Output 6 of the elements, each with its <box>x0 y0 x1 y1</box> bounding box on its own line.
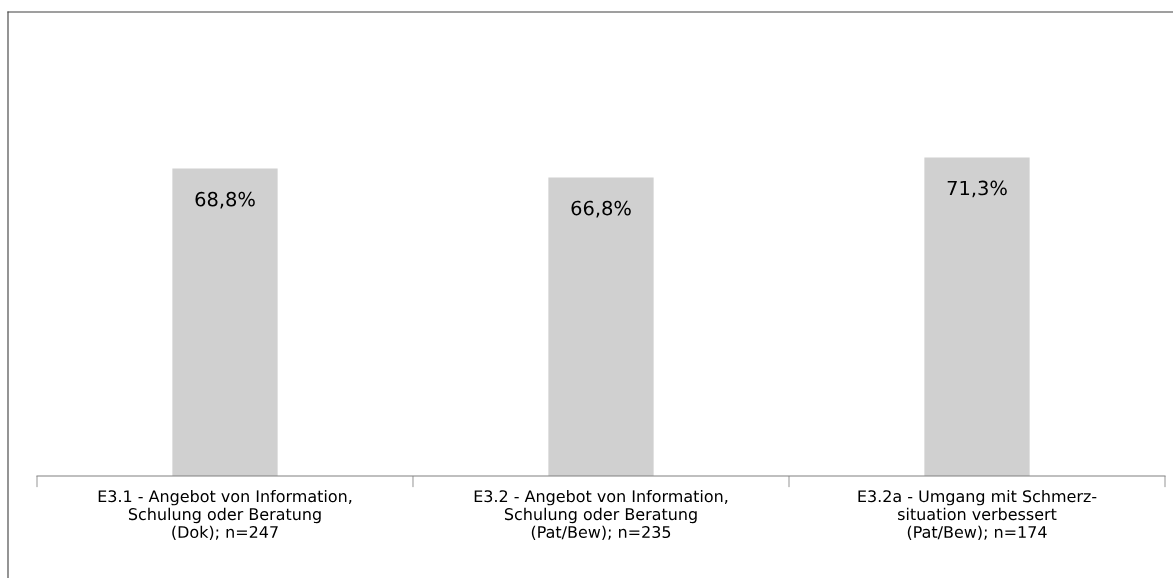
data-label: 66,8% <box>571 200 631 218</box>
x-tick-label: E3.1 - Angebot von Information, Schulung oder Beratung (Dok); n=247 <box>98 489 352 540</box>
data-label: 71,3% <box>947 180 1007 198</box>
data-label: 68,8% <box>195 191 255 209</box>
x-tick-label: E3.2 - Angebot von Information, Schulung oder Beratung (Pat/Bew); n=235 <box>474 489 728 540</box>
x-tick-label: E3.2a - Umgang mit Schmerz- situation verbessert (Pat/Bew); n=174 <box>858 489 1097 540</box>
